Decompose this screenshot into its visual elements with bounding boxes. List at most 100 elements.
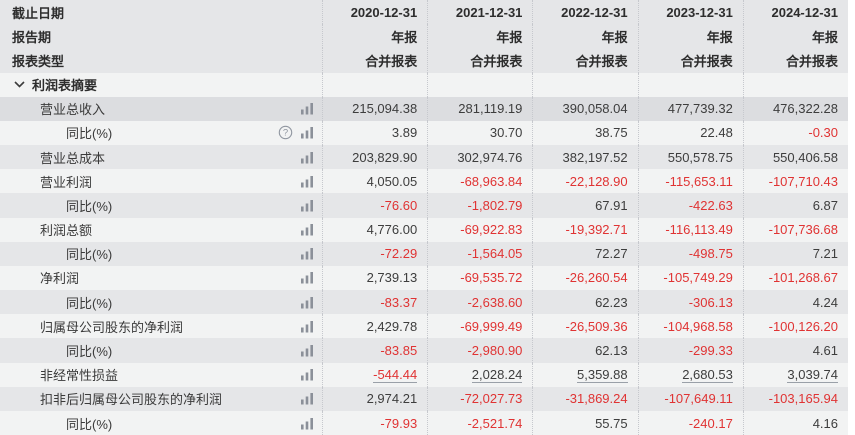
value-cell: -0.30 [742,120,848,146]
cell-value: 2,739.13 [366,270,418,286]
bar-chart-icon[interactable] [300,223,315,236]
cell-value-underlined[interactable]: -544.44 [373,366,418,383]
value-cell: -100,126.20 [742,314,848,339]
header-cell: 2020-12-31 [322,0,427,25]
cell-value: 3.89 [391,125,418,141]
cell-value: 4.61 [812,342,839,358]
empty-cell [427,72,532,97]
cell-value-underlined[interactable]: 2,680.53 [682,366,733,383]
header-cell-value: 2022-12-31 [561,4,628,20]
empty-cell [322,72,427,97]
row-icons [300,199,322,212]
cell-value: -240.17 [688,415,733,431]
row-label-cell: 同比(%) [0,411,322,435]
cell-value: 302,974.76 [457,149,523,165]
bar-chart-icon[interactable] [300,417,315,430]
row-label: 同比(%) [66,126,113,142]
row-label: 同比(%) [66,416,113,432]
bar-chart-icon[interactable] [300,102,315,115]
cell-value: -69,535.72 [460,270,523,286]
cell-value: 22.48 [700,125,733,141]
cell-value: -0.30 [808,125,839,141]
table-row: 净利润 2,739.13 -69,535.72 -26,260.54 -105,749.… [0,265,848,291]
cell-value: 4,050.05 [366,173,418,189]
cell-value: -107,649.11 [664,391,733,407]
cell-value: -31,869.24 [565,391,628,407]
header-cell-value: 2021-12-31 [455,4,523,20]
cell-value: -83.37 [380,294,418,310]
cell-value: 390,058.04 [562,101,628,117]
header-cell: 合并报表 [427,48,532,73]
bar-chart-icon[interactable] [300,392,315,405]
header-cell-value: 年报 [706,29,733,45]
cell-value: 38.75 [595,125,628,141]
bar-chart-icon[interactable] [300,320,315,333]
header-label-cell: 报表类型 [0,48,322,72]
bar-chart-icon[interactable] [300,247,315,260]
bar-chart-icon[interactable] [300,151,315,164]
cell-value-underlined[interactable]: 5,359.88 [577,366,628,383]
value-cell: 550,578.75 [637,145,743,170]
bar-chart-icon[interactable] [300,368,315,381]
value-cell: -306.13 [637,290,743,315]
cell-value: -2,638.60 [467,294,523,310]
header-cell-value: 合并报表 [786,53,839,69]
cell-value-underlined[interactable]: 2,028.24 [471,366,523,383]
value-cell: 22.48 [637,120,743,146]
header-cell-value: 合并报表 [680,53,733,69]
cell-value: -76.60 [380,197,418,213]
value-cell: -72.29 [322,241,427,266]
table-row: 同比(%) -72.29 -1,564.05 72.27 -498.75 7.21 [0,241,848,266]
cell-value: -422.63 [688,197,733,213]
header-cell-value: 2023-12-31 [666,4,733,20]
bar-chart-icon[interactable] [300,199,315,212]
cell-value: 203,829.90 [352,149,418,165]
value-cell: 382,197.52 [532,145,637,170]
value-cell: 3.89 [322,120,427,146]
row-label-cell: 营业总成本 [0,145,322,169]
section-toggle[interactable]: 利润表摘要 [0,75,97,94]
cell-value: 281,119.19 [458,101,523,117]
value-cell: -1,564.05 [427,241,532,266]
cell-value: 477,739.32 [667,101,733,117]
chevron-down-icon [13,80,26,89]
row-label: 同比(%) [66,295,113,311]
row-icons [300,392,322,405]
bar-chart-icon[interactable] [300,296,315,309]
value-cell: -115,653.11 [637,169,743,194]
value-cell: -104,968.58 [637,314,743,339]
value-cell: -422.63 [637,193,743,218]
row-label-cell: 利润总额 [0,218,322,242]
header-cell-value: 2020-12-31 [350,4,418,20]
cell-value: 4,776.00 [366,222,418,238]
row-label: 同比(%) [66,343,113,359]
cell-value: -1,564.05 [467,246,523,262]
value-cell: -72,027.73 [427,386,532,411]
header-row: 报表类型 合并报表 合并报表 合并报表 合并报表 合并报表 [0,48,848,73]
cell-value: -83.85 [380,342,418,358]
bar-chart-icon[interactable] [300,175,315,188]
row-icons [300,102,322,115]
cell-value: -105,749.29 [663,270,733,286]
value-cell: -299.33 [637,338,743,363]
bar-chart-icon[interactable] [300,271,315,284]
value-cell: -116,113.49 [637,217,743,242]
bar-chart-icon[interactable] [300,344,315,357]
header-cell-value: 合并报表 [575,53,628,69]
help-icon[interactable]: ? [278,125,293,140]
header-cell: 年报 [742,24,848,49]
table-row: 营业总收入 215,094.38 281,119.19 390,058.04 477,7… [0,96,848,121]
row-label: 归属母公司股东的净利润 [40,319,184,335]
row-label-cell: 同比(%) [0,290,322,314]
cell-value-underlined[interactable]: 3,039.74 [787,366,839,383]
row-icons [300,344,322,357]
row-icons [300,223,322,236]
header-cell-value: 合并报表 [470,53,523,69]
header-cell: 2021-12-31 [427,0,532,25]
table-row: 营业总成本 203,829.90 302,974.76 382,197.52 550,5… [0,145,848,170]
value-cell: 203,829.90 [322,145,427,170]
value-cell: -31,869.24 [532,386,637,411]
row-icons [300,320,322,333]
bar-chart-icon[interactable] [300,126,315,139]
